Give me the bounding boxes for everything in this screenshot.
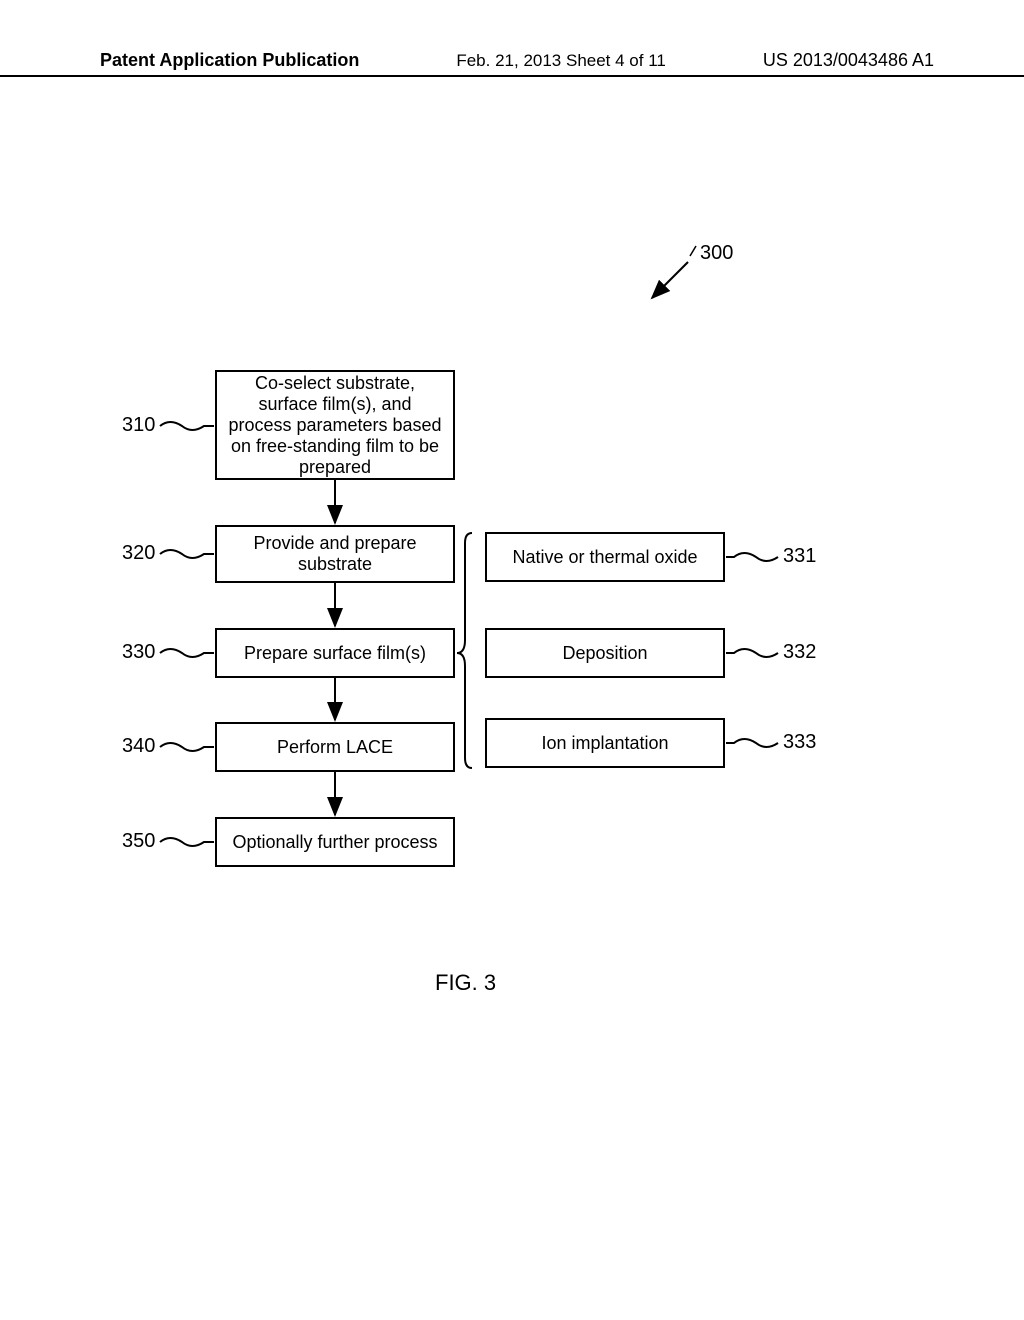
side-text-332: Deposition: [562, 643, 647, 664]
step-label-330: 330: [122, 641, 155, 664]
step-label-310: 310: [122, 414, 155, 437]
page: Patent Application Publication Feb. 21, …: [0, 0, 1024, 1320]
header-right: US 2013/0043486 A1: [763, 50, 934, 71]
step-text-320: Provide and prepare substrate: [225, 533, 445, 575]
step-box-340: Perform LACE: [215, 722, 455, 772]
flowchart-diagram: 300 Co-select substrate, surface film(s)…: [0, 250, 1024, 1050]
step-label-340: 340: [122, 735, 155, 758]
side-label-333: 333: [783, 731, 816, 754]
side-label-332: 332: [783, 641, 816, 664]
step-text-340: Perform LACE: [277, 737, 393, 758]
figure-caption: FIG. 3: [435, 970, 496, 996]
side-box-331: Native or thermal oxide: [485, 532, 725, 582]
side-text-333: Ion implantation: [541, 733, 668, 754]
ref-label-300: 300: [700, 242, 733, 265]
step-label-350: 350: [122, 830, 155, 853]
side-label-331: 331: [783, 545, 816, 568]
header-mid: Feb. 21, 2013 Sheet 4 of 11: [456, 51, 666, 71]
side-box-332: Deposition: [485, 628, 725, 678]
step-text-330: Prepare surface film(s): [244, 643, 426, 664]
side-box-333: Ion implantation: [485, 718, 725, 768]
step-box-330: Prepare surface film(s): [215, 628, 455, 678]
step-box-350: Optionally further process: [215, 817, 455, 867]
step-text-310: Co-select substrate, surface film(s), an…: [225, 373, 445, 478]
step-label-320: 320: [122, 542, 155, 565]
header-left: Patent Application Publication: [100, 50, 359, 71]
page-header: Patent Application Publication Feb. 21, …: [0, 50, 1024, 77]
step-text-350: Optionally further process: [232, 832, 437, 853]
step-box-320: Provide and prepare substrate: [215, 525, 455, 583]
side-text-331: Native or thermal oxide: [512, 547, 697, 568]
step-box-310: Co-select substrate, surface film(s), an…: [215, 370, 455, 480]
